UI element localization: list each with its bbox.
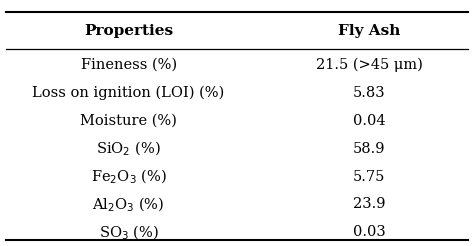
Text: 23.9: 23.9	[353, 198, 385, 212]
Text: Fe$_2$O$_3$ (%): Fe$_2$O$_3$ (%)	[91, 167, 166, 186]
Text: Al$_2$O$_3$ (%): Al$_2$O$_3$ (%)	[92, 195, 165, 214]
Text: 5.75: 5.75	[353, 169, 385, 184]
Text: Loss on ignition (LOI) (%): Loss on ignition (LOI) (%)	[33, 85, 225, 100]
Text: 21.5 (>45 μm): 21.5 (>45 μm)	[316, 57, 422, 72]
Text: Fineness (%): Fineness (%)	[81, 58, 177, 72]
Text: Properties: Properties	[84, 24, 173, 38]
Text: Moisture (%): Moisture (%)	[80, 114, 177, 128]
Text: SiO$_2$ (%): SiO$_2$ (%)	[96, 139, 161, 158]
Text: SO$_3$ (%): SO$_3$ (%)	[99, 223, 159, 242]
Text: 0.03: 0.03	[353, 225, 385, 239]
Text: 0.04: 0.04	[353, 114, 385, 128]
Text: Fly Ash: Fly Ash	[338, 24, 400, 38]
Text: 5.83: 5.83	[353, 86, 385, 100]
Text: 58.9: 58.9	[353, 141, 385, 155]
